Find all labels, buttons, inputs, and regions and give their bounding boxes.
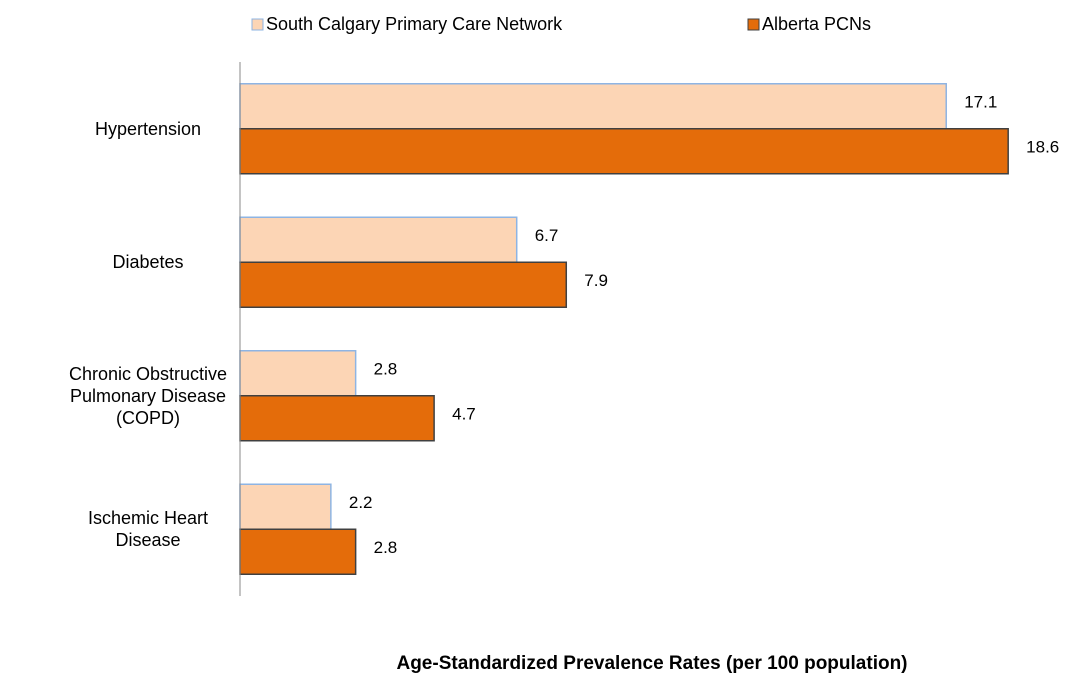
category-label: Hypertension <box>94 118 202 139</box>
bar <box>239 350 357 397</box>
value-label: 6.7 <box>535 226 559 245</box>
value-label: 18.6 <box>1026 138 1059 157</box>
value-label: 2.8 <box>374 538 398 557</box>
legend-swatch <box>251 18 264 31</box>
x-axis-title: Age-Standardized Prevalence Rates (per 1… <box>396 653 907 674</box>
bar <box>239 528 357 575</box>
bar <box>239 216 518 263</box>
value-label: 7.9 <box>584 271 608 290</box>
legend-label: South Calgary Primary Care Network <box>266 14 563 34</box>
legend-label: Alberta PCNs <box>762 14 871 34</box>
value-label: 4.7 <box>452 405 476 424</box>
bar <box>239 395 435 442</box>
legend-swatch <box>747 18 760 31</box>
bar <box>239 483 332 530</box>
bar <box>239 128 1009 175</box>
bar <box>239 261 568 308</box>
value-label: 17.1 <box>964 93 997 112</box>
category-label: Ischemic Heart Disease <box>87 508 209 551</box>
value-label: 2.2 <box>349 493 373 512</box>
category-label: Chronic Obstructive Pulmonary Disease (C… <box>68 363 228 428</box>
bar <box>239 83 947 130</box>
value-label: 2.8 <box>374 360 398 379</box>
category-label: Diabetes <box>112 252 184 273</box>
